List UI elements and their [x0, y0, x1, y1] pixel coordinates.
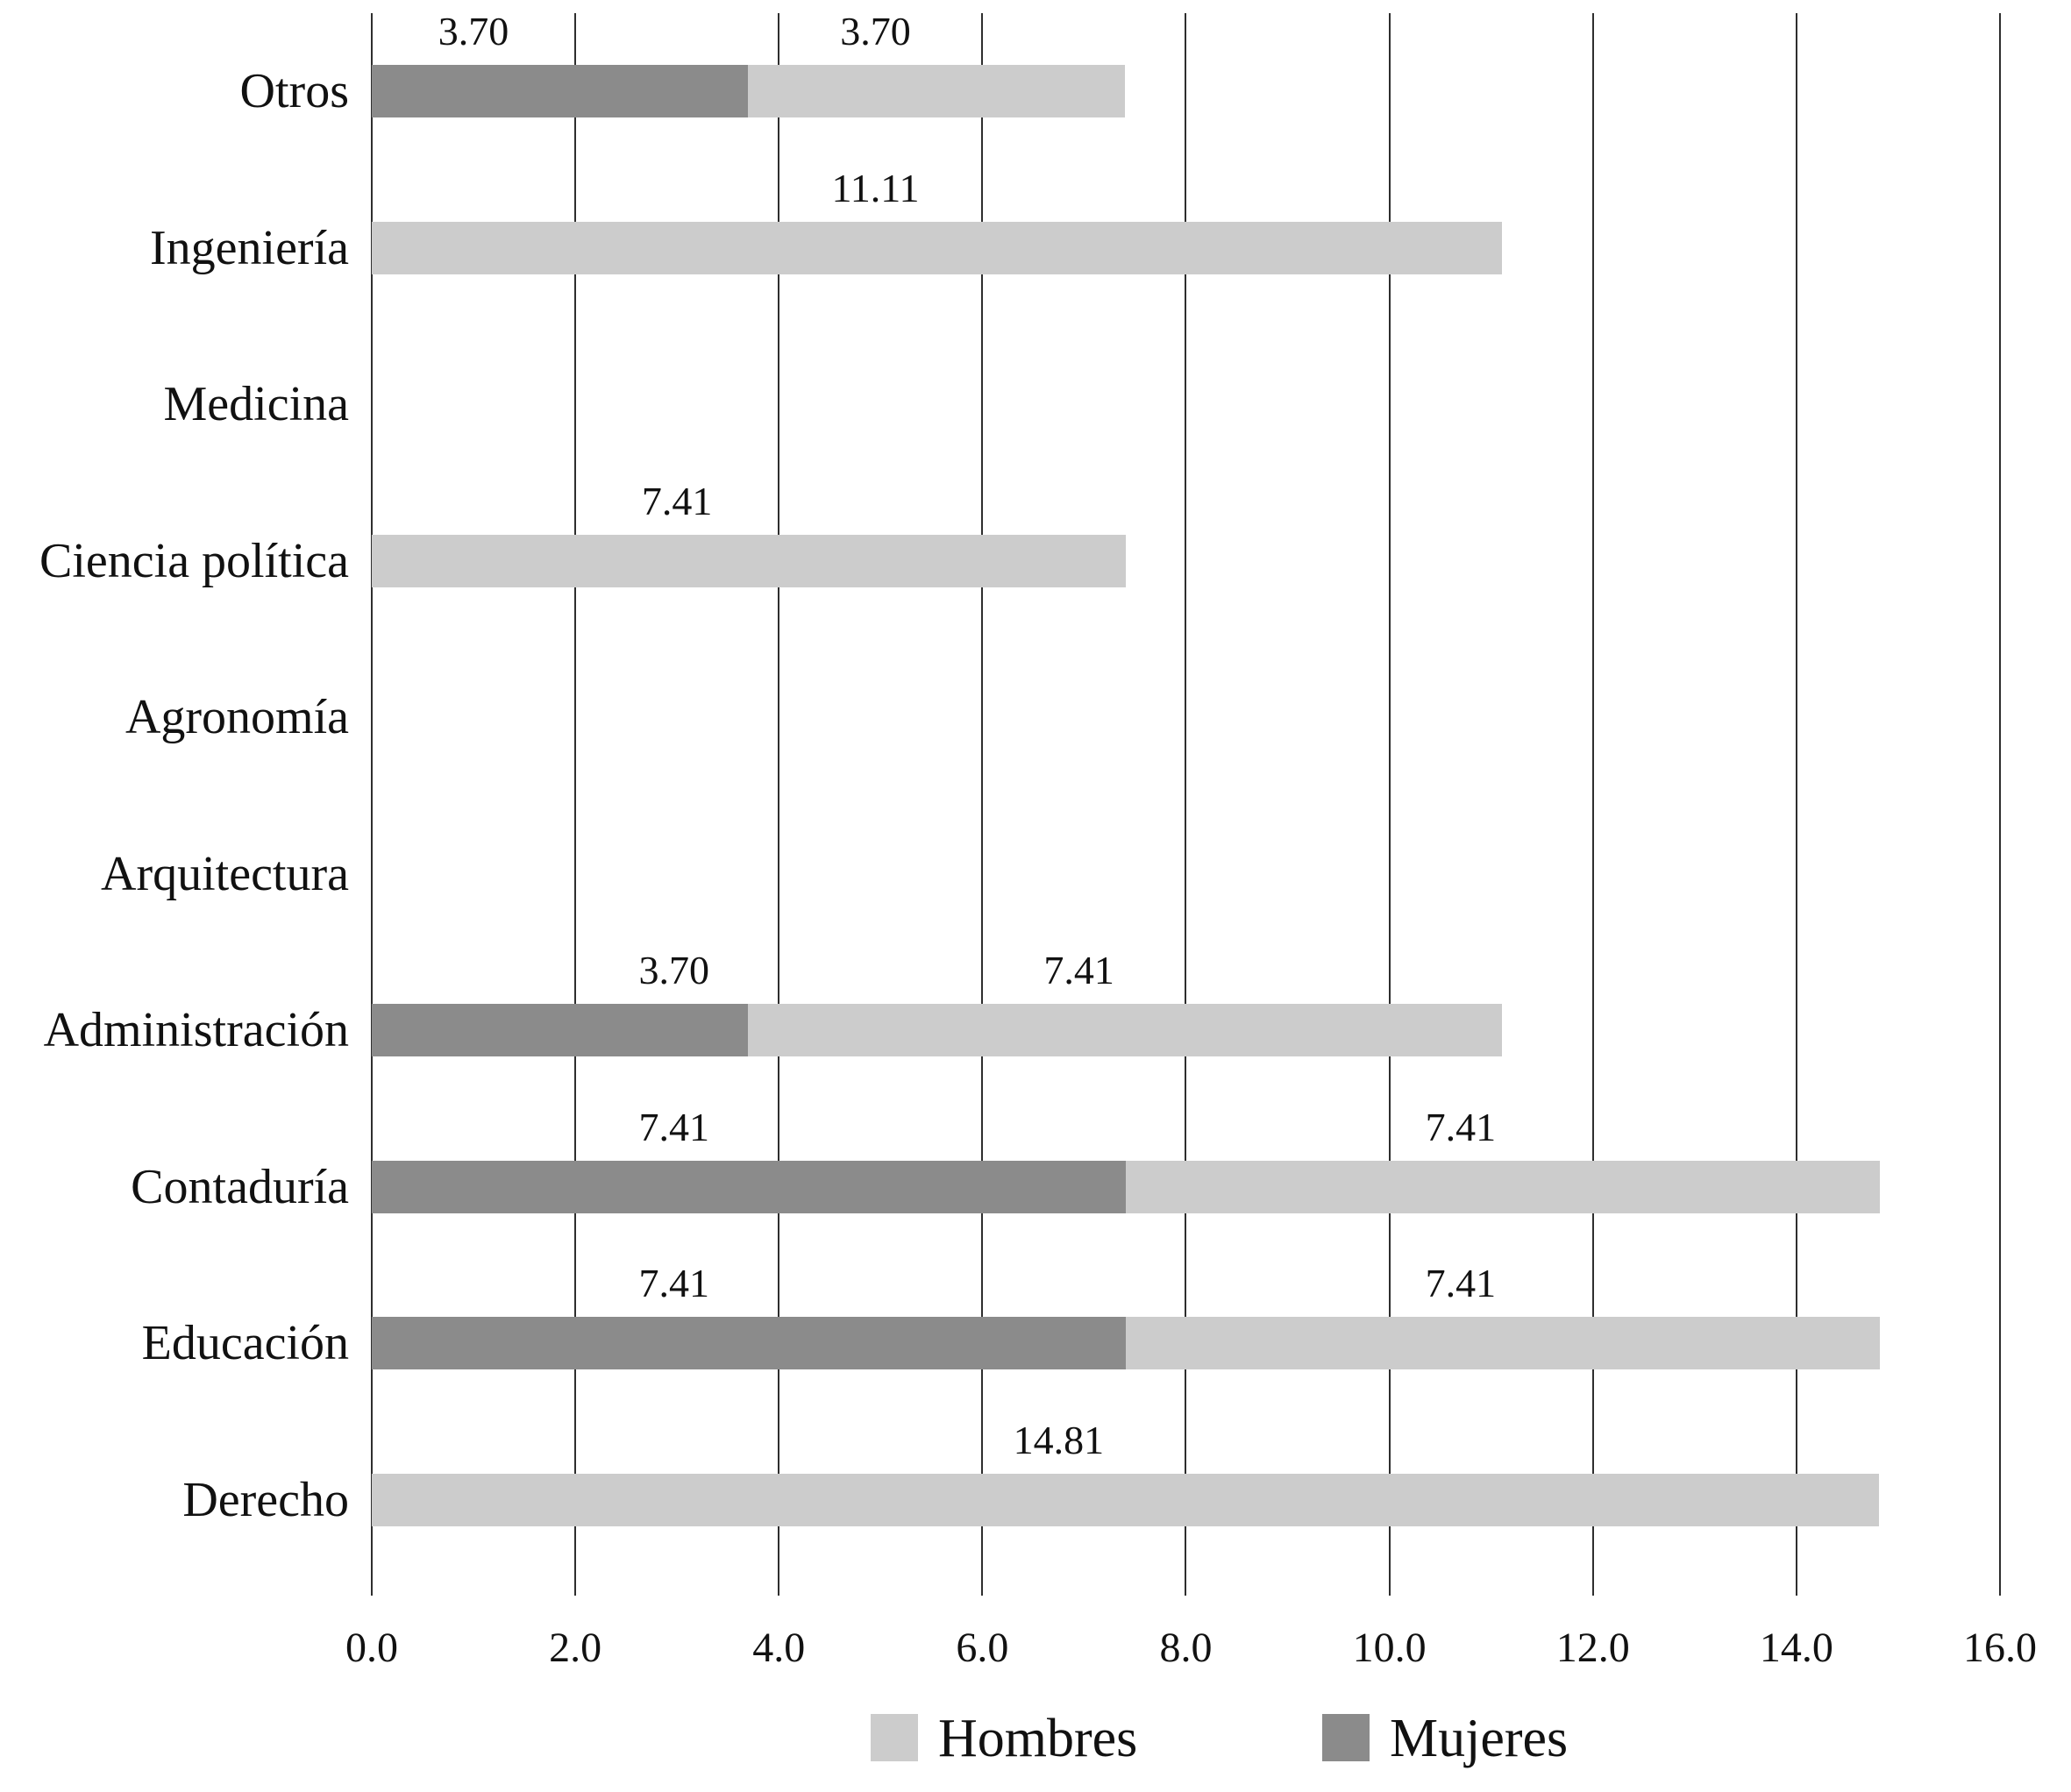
x-tick-label-14: 14.0 [1759, 1625, 1833, 1671]
gridline-16 [1998, 13, 2001, 1596]
legend-label-hombres: Hombres [938, 1709, 1138, 1768]
x-tick-label-6: 6.0 [956, 1625, 1009, 1671]
data-label-hombres-ingenieria: 11.11 [831, 165, 920, 210]
category-label-ingenieria: Ingeniería [150, 220, 349, 275]
x-tick-label-0: 0.0 [345, 1625, 398, 1671]
x-tick-label-2: 2.0 [549, 1625, 602, 1671]
x-tick-label-16: 16.0 [1962, 1625, 2037, 1671]
data-label-mujeres-contaduria: 7.41 [638, 1104, 709, 1149]
gridline-2 [574, 13, 577, 1596]
x-tick-label-4: 4.0 [752, 1625, 806, 1671]
data-label-mujeres-educacion: 7.41 [638, 1261, 709, 1306]
category-label-arquitectura: Arquitectura [101, 846, 349, 901]
bar-segment-hombres-ciencia-politica [372, 534, 1126, 587]
data-label-hombres-derecho: 14.81 [1013, 1417, 1105, 1462]
bar-segment-hombres-administracion [748, 1004, 1503, 1057]
legend-swatch-mujeres [1322, 1714, 1370, 1761]
gridline-6 [981, 13, 984, 1596]
category-label-educacion: Educación [141, 1316, 349, 1371]
bar-segment-hombres-derecho [372, 1473, 1879, 1526]
data-label-hombres-administracion: 7.41 [1043, 948, 1114, 993]
gridline-0 [371, 13, 373, 1596]
data-label-hombres-educacion: 7.41 [1425, 1261, 1497, 1306]
bar-segment-hombres-contaduria [1126, 1160, 1880, 1213]
x-tick-label-8: 8.0 [1159, 1625, 1213, 1671]
data-label-hombres-ciencia-politica: 7.41 [641, 478, 713, 523]
category-label-agronomia: Agronomía [125, 690, 349, 745]
x-tick-label-12: 12.0 [1555, 1625, 1630, 1671]
gridline-10 [1388, 13, 1391, 1596]
category-label-medicina: Medicina [163, 377, 349, 432]
data-label-hombres-contaduria: 7.41 [1425, 1104, 1497, 1149]
category-label-otros: Otros [239, 64, 349, 119]
data-label-mujeres-otros: 3.70 [438, 9, 509, 54]
category-label-contaduria: Contaduría [131, 1159, 349, 1214]
bar-segment-mujeres-otros [372, 65, 749, 118]
legend-label-mujeres: Mujeres [1390, 1709, 1569, 1768]
gridline-14 [1795, 13, 1797, 1596]
category-label-derecho: Derecho [182, 1472, 349, 1527]
data-label-mujeres-administracion: 3.70 [638, 948, 709, 993]
data-label-hombres-otros: 3.70 [840, 9, 911, 54]
bar-segment-mujeres-contaduria [372, 1160, 1126, 1213]
x-tick-label-10: 10.0 [1352, 1625, 1427, 1671]
gridline-8 [1185, 13, 1187, 1596]
category-label-administracion: Administración [43, 1003, 349, 1058]
legend-swatch-hombres [871, 1714, 918, 1761]
gridline-4 [778, 13, 780, 1596]
bar-segment-mujeres-administracion [372, 1004, 749, 1057]
gridline-12 [1591, 13, 1594, 1596]
bar-segment-hombres-educacion [1126, 1317, 1880, 1370]
bar-segment-mujeres-educacion [372, 1317, 1126, 1370]
category-label-ciencia-politica: Ciencia política [39, 533, 349, 588]
bar-segment-hombres-ingenieria [372, 221, 1503, 274]
bar-segment-hombres-otros [748, 65, 1125, 118]
